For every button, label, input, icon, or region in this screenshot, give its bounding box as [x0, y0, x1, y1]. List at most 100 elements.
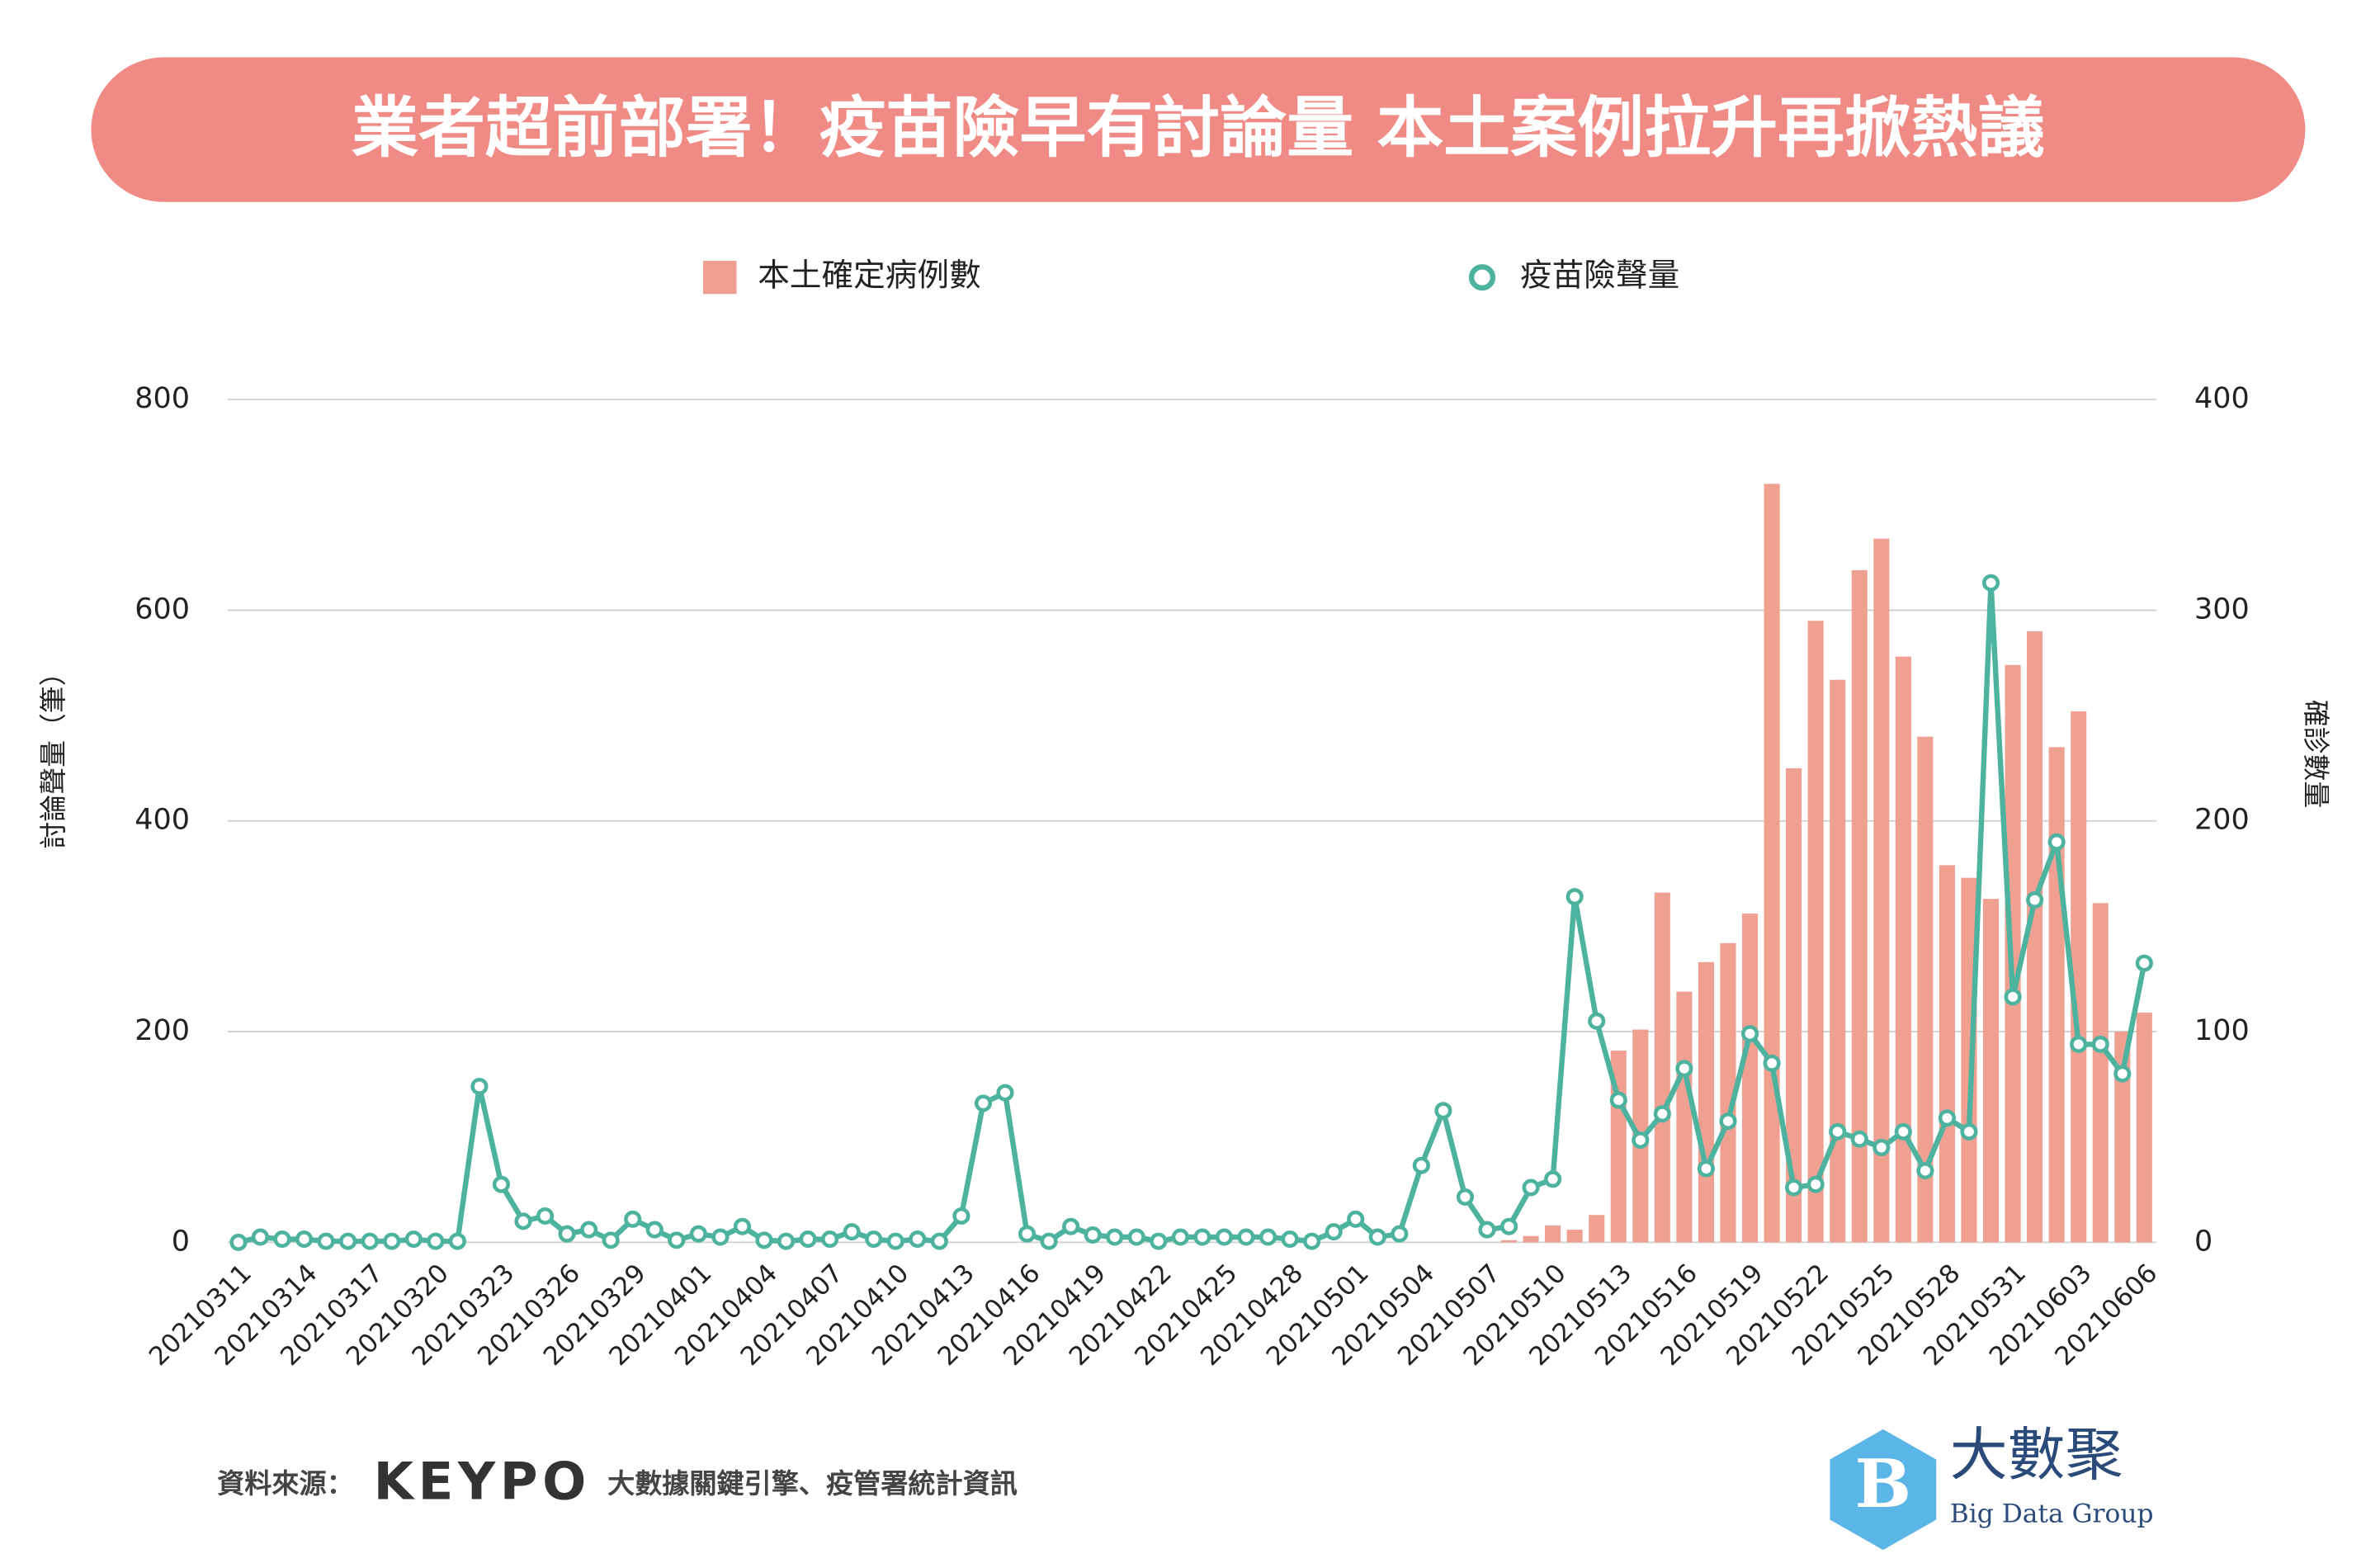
- y-tick-label: 600: [135, 593, 190, 626]
- y2-axis-label: 確診數量: [2300, 700, 2332, 809]
- line-point: [645, 1221, 664, 1239]
- line-point: [974, 1094, 993, 1112]
- line-point: [383, 1232, 401, 1250]
- bar: [1830, 679, 1846, 1243]
- line-point: [1171, 1228, 1189, 1246]
- line-point: [1062, 1217, 1080, 1235]
- line-point: [1368, 1228, 1386, 1246]
- bar: [1807, 621, 1824, 1243]
- bar: [1545, 1225, 1561, 1243]
- line-point: [2004, 988, 2022, 1006]
- line-point: [1303, 1232, 1321, 1250]
- line-point: [2135, 954, 2153, 972]
- line-point: [1193, 1228, 1211, 1246]
- line-point: [2047, 833, 2066, 851]
- line-point: [1456, 1188, 1475, 1206]
- y-tick-label: 400: [135, 804, 190, 837]
- line-point: [1872, 1138, 1891, 1156]
- bar: [2048, 747, 2065, 1243]
- y-tick-label: 0: [172, 1225, 190, 1258]
- bar: [2071, 711, 2087, 1243]
- line-point: [580, 1221, 598, 1239]
- bar: [1917, 736, 1934, 1243]
- bar: [1851, 569, 1868, 1243]
- line-point: [448, 1232, 466, 1250]
- line-point: [1478, 1221, 1496, 1239]
- line-point: [1938, 1109, 1957, 1127]
- line-point: [229, 1233, 248, 1251]
- line-point: [1609, 1091, 1627, 1109]
- line-point: [1588, 1012, 1606, 1030]
- bar: [1698, 961, 1714, 1243]
- line-point: [843, 1223, 861, 1241]
- line: [238, 583, 2147, 1245]
- line-point: [1040, 1232, 1058, 1250]
- bar: [1982, 899, 2000, 1243]
- line-point: [1106, 1228, 1124, 1246]
- line-point: [514, 1212, 532, 1230]
- y-tick-label: 800: [135, 382, 190, 415]
- line-point: [492, 1175, 511, 1193]
- line-point: [2026, 890, 2044, 909]
- title-banner: [91, 57, 2306, 202]
- logo-icon: [1830, 1429, 1937, 1551]
- bar: [1764, 484, 1780, 1243]
- line-point: [470, 1077, 489, 1095]
- line-point: [1566, 888, 1584, 906]
- bar: [1523, 1235, 1539, 1243]
- line-point: [996, 1084, 1014, 1102]
- line-point: [251, 1228, 270, 1246]
- line-point: [909, 1230, 927, 1249]
- logo-letter: B: [1855, 1445, 1911, 1523]
- line-point: [733, 1217, 752, 1235]
- bar: [2114, 1032, 2131, 1243]
- line-point: [427, 1232, 445, 1250]
- line-point: [404, 1230, 423, 1249]
- line-point: [777, 1232, 796, 1250]
- line-point: [339, 1232, 357, 1250]
- line-point: [711, 1228, 730, 1246]
- line-point: [799, 1230, 817, 1249]
- y2-tick-label: 300: [2194, 593, 2250, 626]
- y2-tick-label: 400: [2194, 382, 2250, 415]
- line-point: [1850, 1130, 1868, 1148]
- y2-tick-label: 0: [2194, 1225, 2213, 1258]
- line-point: [295, 1230, 314, 1249]
- line-point: [1259, 1228, 1277, 1246]
- line-point: [1127, 1228, 1145, 1246]
- line-point: [1434, 1102, 1452, 1120]
- bar: [1676, 991, 1693, 1243]
- legend-label: 本土確定病例數: [758, 257, 980, 295]
- line-point: [886, 1232, 904, 1250]
- y2-tick-label: 100: [2194, 1014, 2250, 1047]
- y-tick-label: 200: [135, 1014, 190, 1047]
- line-point: [1785, 1178, 1803, 1197]
- line-point: [536, 1207, 555, 1225]
- bar: [1895, 656, 1911, 1243]
- legend-swatch: [703, 261, 737, 295]
- logo-name: 大數聚: [1950, 1422, 2123, 1489]
- line-point: [1981, 574, 2000, 592]
- line-point: [1237, 1228, 1255, 1246]
- y-axis-label: 討論聲量（筆）: [37, 659, 69, 848]
- bar: [1786, 767, 1802, 1243]
- source-brand: KEYPO: [374, 1452, 591, 1512]
- line-point: [2113, 1065, 2132, 1083]
- line-point: [1806, 1175, 1825, 1193]
- line-point: [361, 1232, 379, 1250]
- bar: [1720, 942, 1736, 1243]
- y2-tick-label: 200: [2194, 804, 2250, 837]
- bar: [1741, 914, 1759, 1243]
- bar: [1566, 1230, 1583, 1243]
- legend-swatch: [1468, 264, 1496, 291]
- line-point: [1653, 1105, 1671, 1123]
- bar: [2136, 1013, 2152, 1243]
- source-label: 資料來源：: [217, 1467, 354, 1500]
- line-point: [558, 1225, 576, 1243]
- source-text: 大數據關鍵引擎、疫管署統計資訊: [607, 1467, 1018, 1500]
- logo-subtitle: Big Data Group: [1950, 1500, 2154, 1529]
- line-point: [1499, 1217, 1518, 1235]
- line-point: [1150, 1232, 1168, 1250]
- line-point: [1916, 1162, 1934, 1180]
